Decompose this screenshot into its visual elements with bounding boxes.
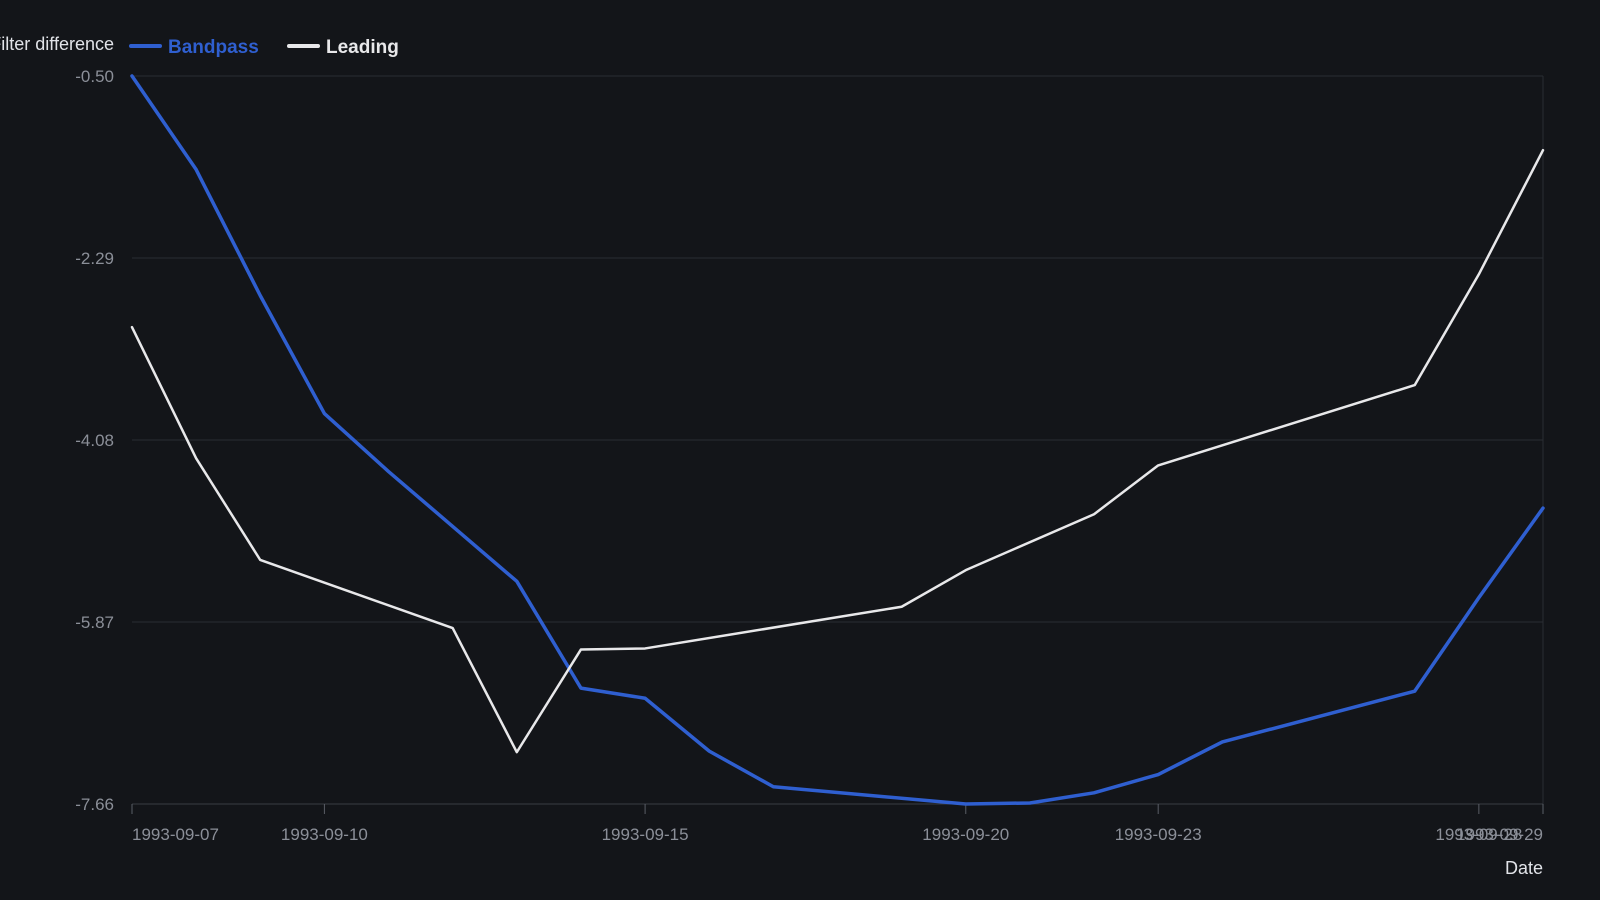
x-axis-title: Date [1505,858,1543,878]
series-line-bandpass [130,74,1545,806]
x-tick-label: 1993-09-28 [1435,825,1522,844]
legend-label-bandpass: Bandpass [168,37,259,58]
x-tick-label: 1993-09-07 [132,825,219,844]
y-tick-label: -0.50 [75,67,114,86]
axis-layer: -0.50 -2.29 -4.08 -5.87 -7.66 1993-09-07 1993-… [75,67,1544,844]
y-tick-label: -4.08 [75,431,114,450]
x-tick-label: 1993-09-23 [1115,825,1202,844]
legend: Bandpass Leading [129,37,399,58]
series-layer [130,74,1545,806]
x-tick-label: 1993-09-20 [922,825,1009,844]
legend-item-bandpass[interactable]: Bandpass [129,37,259,58]
legend-label-leading: Leading [326,37,399,58]
x-tick-label: 1993-09-29 [1456,825,1543,844]
y-tick-label: -2.29 [75,249,114,268]
series-line-leading [130,148,1545,754]
legend-item-leading[interactable]: Leading [287,37,399,58]
x-tick-label: 1993-09-15 [602,825,689,844]
y-axis-title: Filter difference [0,34,114,54]
x-tick-label: 1993-09-10 [281,825,368,844]
grid-layer [132,75,1544,804]
y-tick-label: -5.87 [75,613,114,632]
y-tick-label: -7.66 [75,795,114,814]
